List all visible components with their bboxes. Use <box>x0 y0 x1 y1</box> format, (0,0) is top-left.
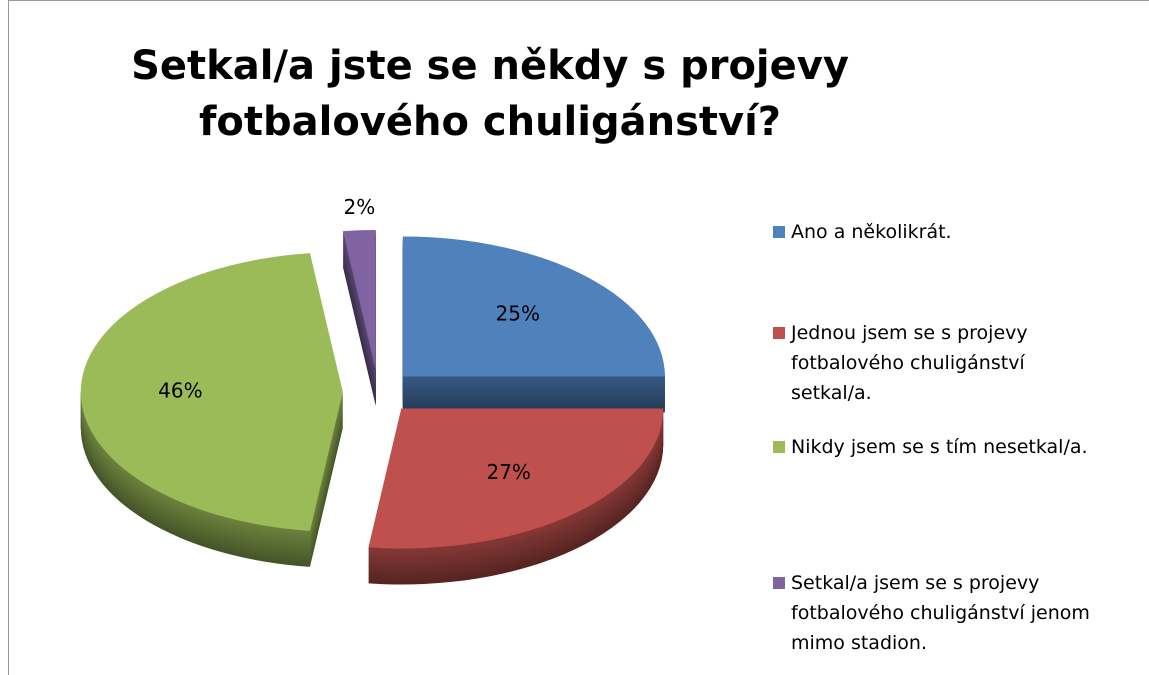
legend-label: Ano a několikrát. <box>791 221 952 243</box>
legend-item: Jednou jsem se s projevy fotbalového chu… <box>773 318 1138 408</box>
legend-swatch <box>773 577 785 589</box>
chart-frame <box>8 0 1149 675</box>
legend-swatch <box>773 441 785 453</box>
legend-label: Setkal/a jsem se s projevy fotbalového c… <box>791 572 1090 654</box>
legend-label: Nikdy jsem se s tím nesetkal/a. <box>791 436 1088 458</box>
slice <box>80 253 343 531</box>
legend-item: Ano a několikrát. <box>773 217 1138 247</box>
slice <box>342 230 376 371</box>
data-label: 2% <box>343 195 375 219</box>
chart-title: Setkal/a jste se někdy s projevy fotbalo… <box>131 43 849 145</box>
data-label: 46% <box>158 379 202 403</box>
legend-swatch <box>773 327 785 339</box>
legend-item: Setkal/a jsem se s projevy fotbalového c… <box>773 568 1138 658</box>
data-label: 25% <box>496 302 540 326</box>
slice <box>402 236 665 377</box>
legend-label: Jednou jsem se s projevy fotbalového chu… <box>791 322 1028 404</box>
legend-swatch <box>773 226 785 238</box>
legend-item: Nikdy jsem se s tím nesetkal/a. <box>773 432 1138 462</box>
slice <box>368 408 664 549</box>
data-label: 27% <box>486 460 530 484</box>
